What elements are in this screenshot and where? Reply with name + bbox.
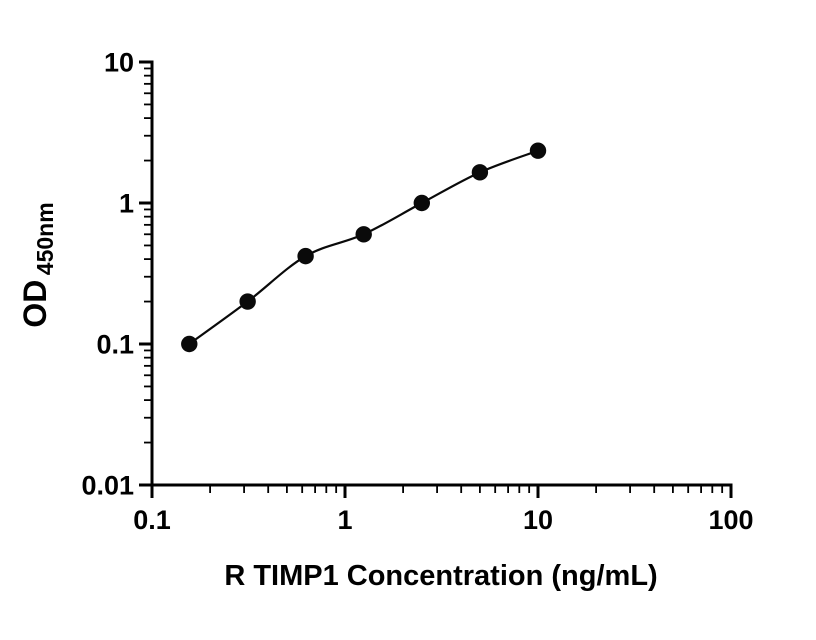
y-tick-label: 0.01	[81, 471, 134, 501]
data-point	[297, 247, 314, 265]
data-point	[355, 226, 372, 243]
y-tick-label: 0.1	[96, 330, 134, 360]
x-tick-label: 0.1	[133, 505, 171, 535]
axes-layer: 0.1 1 10 100 0.01 0.1 1 10	[81, 48, 753, 536]
y-axis-title-main: OD	[17, 280, 53, 328]
data-point	[529, 142, 547, 159]
x-tick-label: 10	[523, 505, 553, 535]
y-axis-title-subscript: 450nm	[32, 202, 58, 275]
data-point	[181, 335, 198, 353]
y-axis-title: OD 450nm	[17, 202, 58, 327]
standard-curve-line	[188, 149, 539, 345]
x-tick-label: 100	[708, 505, 753, 535]
data-point	[471, 164, 489, 181]
x-axis-title: R TIMP1 Concentration (ng/mL)	[224, 560, 657, 592]
data-point	[239, 293, 256, 310]
x-tick-label: 1	[337, 505, 352, 535]
y-tick-label: 10	[104, 48, 134, 78]
data-point	[413, 194, 431, 212]
data-series-layer	[181, 142, 547, 353]
y-tick-label: 1	[119, 189, 134, 219]
